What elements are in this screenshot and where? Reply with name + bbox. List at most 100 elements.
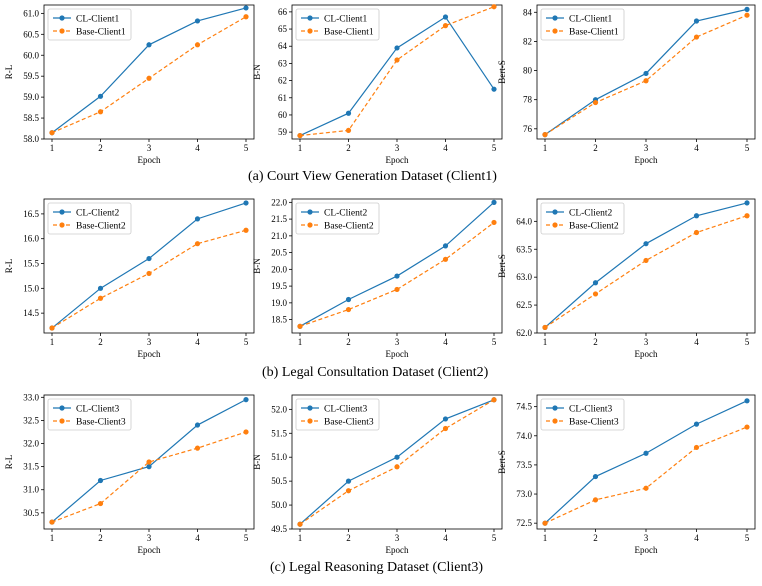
y-tick-label: 59.0 [23,92,39,102]
data-point [744,424,750,430]
legend-label: Base-Client1 [324,27,374,37]
data-point [194,42,201,48]
data-point [394,273,400,279]
y-tick-label: 62.5 [516,300,532,310]
y-tick-label: 76 [523,124,533,134]
y-tick-label: 18.5 [271,315,287,325]
data-point [345,306,352,313]
data-point [744,200,750,206]
data-point [491,4,497,10]
x-tick-label: 4 [443,533,448,543]
x-tick-label: 5 [492,533,497,543]
x-axis-label: Epoch [635,155,658,165]
y-tick-label: 16.5 [23,209,39,219]
legend-marker [59,405,65,411]
x-tick-label: 5 [492,143,497,153]
x-tick-label: 4 [443,337,448,347]
x-tick-label: 3 [644,337,649,347]
y-tick-label: 66 [278,7,288,17]
data-point [243,200,249,206]
legend-label: Base-Client3 [569,417,619,427]
y-axis-label: R-L [4,455,14,470]
y-tick-label: 50.5 [271,476,287,486]
y-tick-label: 21.0 [271,231,287,241]
legend-marker [307,222,313,228]
y-tick-label: 58.0 [23,134,39,144]
chart-panel: 1 2 3 4 5 30.5 31.0 31.5 32.0 32.5 33.0 Epoch R-L CL-… [4,392,255,555]
data-point [345,488,352,494]
legend-box [295,202,380,235]
x-tick-label: 2 [593,337,598,347]
data-point [394,45,400,51]
x-axis-label: Epoch [386,155,409,165]
data-point [592,497,599,503]
x-tick-label: 3 [395,143,400,153]
y-tick-label: 63.5 [516,244,532,254]
series-line [299,221,495,327]
x-axis-label: Epoch [386,349,409,359]
y-axis-label: Bert-S [497,450,507,474]
chart-panel: 1 2 3 4 5 72.5 73.0 73.5 74.0 74.5 Epoch Bert-S CL-C… [497,394,756,555]
figure-caption: (a) Court View Generation Dataset (Clien… [248,169,497,184]
legend-box [540,398,625,431]
y-tick-label: 73.0 [516,489,532,499]
y-tick-label: 19.5 [271,281,287,291]
series-line [544,215,748,328]
legend-label: Base-Client3 [76,417,126,427]
data-point [592,99,599,106]
y-axis-label: Bert-S [497,254,507,278]
y-axis-label: R-L [4,259,14,274]
data-point [243,5,249,11]
x-tick-label: 3 [395,533,400,543]
data-point [345,110,352,116]
x-tick-label: 3 [644,143,649,153]
y-tick-label: 15.0 [23,283,39,293]
data-point [394,286,400,293]
y-tick-label: 58.5 [23,113,39,123]
x-tick-label: 5 [745,337,750,347]
y-tick-label: 74.0 [516,431,532,441]
data-point [243,227,249,233]
data-point [394,454,400,460]
legend-box [540,202,625,235]
legend-box [47,398,132,431]
data-point [394,464,400,470]
data-point [491,199,497,205]
data-point [146,42,152,48]
x-axis-label: Epoch [386,545,409,555]
data-point [643,78,649,84]
legend-box [295,8,380,41]
data-point [643,485,649,491]
y-axis-label: B-N [252,258,262,274]
legend-marker [307,28,313,34]
legend-label: Base-Client3 [324,417,374,427]
x-tick-label: 1 [50,533,55,543]
y-tick-label: 59 [278,127,288,137]
y-tick-label: 32.0 [23,439,39,449]
x-tick-label: 1 [543,143,548,153]
chart-panel: 1 2 3 4 5 14.5 15.0 15.5 16.0 16.5 Epoch R-L CL-Clie… [4,198,255,359]
legend-marker [59,209,65,215]
legend-box [295,398,380,431]
data-point [744,6,750,12]
x-tick-label: 3 [147,533,152,543]
y-tick-label: 78 [523,95,533,105]
legend-marker [552,28,558,34]
legend-label: CL-Client1 [76,14,120,24]
x-tick-label: 1 [543,337,548,347]
data-point [542,324,548,331]
y-tick-label: 60 [278,110,288,120]
data-point [297,521,303,527]
legend-label: Base-Client1 [569,27,619,37]
data-point [442,14,449,20]
data-point [194,422,201,428]
x-tick-label: 5 [745,143,750,153]
y-tick-label: 52.0 [271,404,287,414]
series-line [299,6,495,137]
x-tick-label: 5 [244,337,249,347]
data-point [97,500,104,507]
data-point [744,12,750,18]
x-tick-label: 3 [147,337,152,347]
data-point [592,473,599,480]
legend-marker [59,222,65,228]
